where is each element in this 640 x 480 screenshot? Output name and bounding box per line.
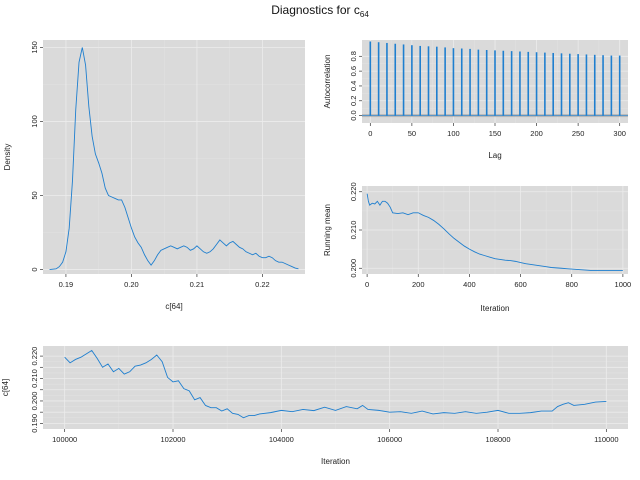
trace-plot: 100000 102000 104000 106000 108000 110000 0.19… [1, 346, 628, 466]
x-tick-label: 106000 [377, 435, 402, 444]
gridlines [43, 346, 628, 429]
x-tick-label: 104000 [269, 435, 294, 444]
x-tick-label: 0.22 [255, 280, 270, 289]
x-tick-label: 150 [489, 129, 502, 138]
x-tick-label: 0.21 [190, 280, 205, 289]
x-axis-title: c[64] [165, 302, 182, 311]
data-layer [64, 349, 607, 419]
y-tick-label: 50 [30, 191, 39, 199]
y-tick-label: 0.4 [349, 81, 358, 91]
density-plot: 0.19 0.20 0.21 0.22 0 50 100 150 c[64] Density [3, 40, 305, 311]
y-tick-label: 0.200 [30, 392, 39, 411]
y-tick-label: 150 [30, 41, 39, 54]
series-line [366, 193, 623, 272]
y-tick-label: 0.210 [30, 369, 39, 388]
y-tick-label: 0.210 [349, 221, 358, 240]
x-tick-label: 50 [408, 129, 416, 138]
data-layer [49, 47, 299, 271]
x-tick-label: 1000 [615, 280, 632, 289]
data-layer [362, 41, 628, 118]
y-tick-label: 0.220 [30, 347, 39, 366]
x-axis-title: Iteration [321, 457, 350, 466]
series-line [64, 349, 607, 419]
y-tick-label: 0.0 [349, 110, 358, 120]
x-tick-label: 600 [514, 280, 527, 289]
x-tick-label: 0.20 [124, 280, 139, 289]
y-axis-title: c[64] [1, 379, 10, 396]
plot-background [43, 40, 305, 274]
y-axis-title: Autocorrelation [323, 55, 332, 109]
y-tick-label: 0.6 [349, 66, 358, 76]
x-tick-label: 250 [572, 129, 585, 138]
x-tick-label: 0 [368, 129, 372, 138]
y-tick-label: 0.8 [349, 51, 358, 61]
y-tick-label: 0 [30, 267, 39, 271]
data-layer [366, 193, 623, 272]
x-tick-label: 0 [365, 280, 369, 289]
y-tick-label: 0.2 [349, 96, 358, 106]
x-axis-title: Iteration [481, 304, 510, 313]
gridlines [362, 186, 628, 274]
x-tick-label: 110000 [594, 435, 618, 444]
autocorrelation-plot: 0 50 100 150 200 250 300 0.0 0.2 0.4 0.6 0.8 Lag Auto… [323, 40, 628, 160]
y-axis-title: Density [3, 144, 12, 171]
x-tick-label: 300 [613, 129, 626, 138]
x-axis-title: Lag [488, 151, 501, 160]
figure-title: Diagnostics for c64 [271, 3, 369, 19]
x-tick-label: 200 [412, 280, 425, 289]
y-tick-label: 100 [30, 115, 39, 128]
x-tick-label: 108000 [485, 435, 510, 444]
y-tick-label: 0.220 [349, 182, 358, 201]
x-tick-label: 100 [447, 129, 460, 138]
y-axis-title: Running mean [323, 204, 332, 256]
y-tick-label: 0.200 [349, 259, 358, 278]
title-subscript: 64 [360, 10, 369, 19]
x-tick-label: 100000 [52, 435, 77, 444]
running-mean-plot: 0 200 400 600 800 1000 0.200 0.210 0.220 Iteratio… [323, 182, 631, 313]
series-line [49, 47, 299, 271]
x-tick-label: 102000 [160, 435, 185, 444]
x-tick-label: 0.19 [59, 280, 74, 289]
x-tick-label: 800 [565, 280, 578, 289]
x-tick-label: 400 [463, 280, 476, 289]
title-base: Diagnostics for c [271, 3, 360, 17]
x-tick-label: 200 [530, 129, 543, 138]
y-tick-label: 0.190 [30, 414, 39, 433]
